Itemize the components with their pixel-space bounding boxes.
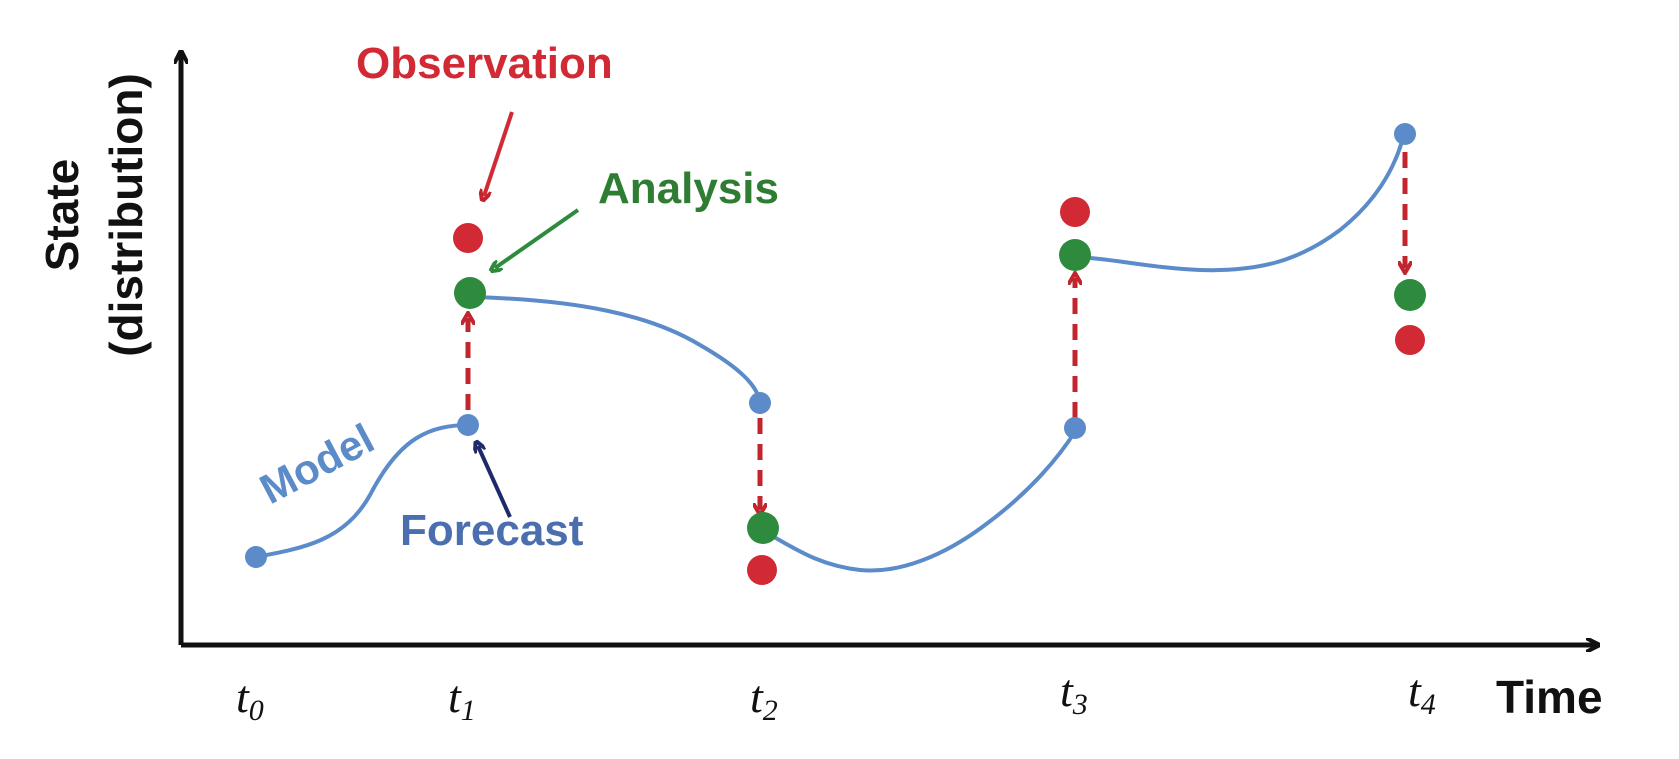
forecast-point-t3 [1064, 417, 1086, 439]
tick-label-t4: t4 [1408, 665, 1436, 721]
y-axis-title: State (distribution) [36, 73, 152, 357]
model-segment-t0-t1 [255, 423, 471, 559]
model-label: Model [252, 414, 381, 512]
analysis-point-t2 [747, 512, 779, 544]
model-point-t0 [245, 546, 267, 568]
y-axis-title-line2: (distribution) [100, 73, 152, 357]
observation-pointer-arrow [484, 111, 514, 196]
tick-label-t3: t3 [1060, 665, 1088, 721]
tick-label-t1: t1 [448, 671, 476, 727]
analysis-label: Analysis [598, 164, 779, 213]
analysis-point-t3 [1059, 239, 1091, 271]
analysis-point-t4 [1394, 279, 1426, 311]
observation-point-t3 [1060, 197, 1090, 227]
analysis-pointer-arrow [495, 208, 580, 268]
observation-label: Observation [356, 39, 613, 88]
tick-label-t2: t2 [750, 671, 778, 727]
model-segment-t2-t3 [762, 428, 1078, 573]
observation-point-t4 [1395, 325, 1425, 355]
observation-point-t1 [453, 223, 483, 253]
model-segment-t1-t2 [471, 295, 762, 404]
analysis-point-t1 [454, 277, 486, 309]
forecast-pointer-arrow [478, 446, 512, 518]
observation-point-t2 [747, 555, 777, 585]
forecast-point-t2 [749, 392, 771, 414]
forecast-label: Forecast [400, 506, 584, 555]
y-axis-title-line1: State [36, 159, 88, 271]
tick-label-t0: t0 [236, 671, 264, 727]
forecast-point-t4 [1394, 123, 1416, 145]
forecast-point-t1 [457, 414, 479, 436]
x-axis-title: Time [1496, 671, 1603, 723]
model-segment-t3-t4 [1074, 133, 1406, 273]
